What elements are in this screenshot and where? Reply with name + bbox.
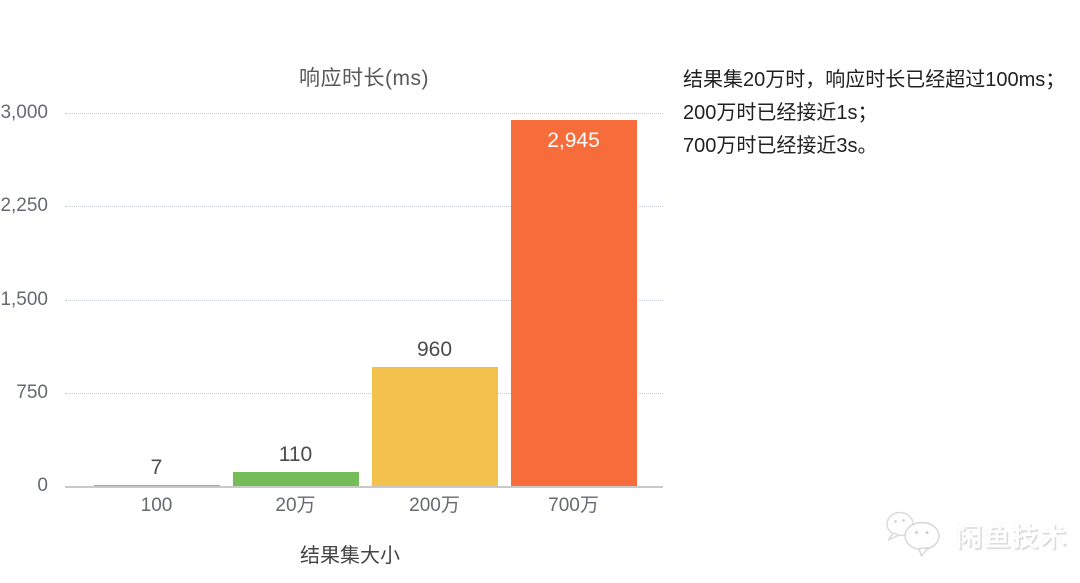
bar-100 [93, 485, 220, 486]
x-tick-label-20万: 20万 [275, 495, 316, 516]
annotation-line-3: 700万时已经接近3s。 [683, 135, 878, 157]
annotation-line-1: 结果集20万时，响应时长已经超过100ms； [683, 69, 1066, 91]
chart-title: 响应时长(ms) [299, 67, 429, 90]
gridline [65, 392, 663, 394]
watermark: 闲鱼技术 [884, 509, 1068, 562]
bar-700万 [510, 120, 637, 486]
gridline [65, 206, 663, 208]
y-tick-label: 750 [16, 381, 48, 403]
y-tick-label: 1,500 [0, 288, 48, 310]
bar-200万 [371, 367, 498, 486]
x-axis-line [65, 486, 663, 488]
x-axis-title: 结果集大小 [300, 545, 400, 567]
y-tick-label: 0 [37, 475, 48, 496]
plot-area: 7 110 960 2,945 [65, 113, 663, 488]
y-tick-label: 2,250 [0, 195, 48, 217]
x-tick-label-100: 100 [140, 495, 173, 516]
gridline [65, 299, 663, 301]
annotation-line-2: 200万时已经接近1s； [683, 102, 878, 124]
gridline [65, 113, 663, 114]
annotation-text: 结果集20万时，响应时长已经超过100ms； 200万时已经接近1s； 700万… [683, 64, 1068, 163]
value-label-100: 7 [150, 456, 163, 479]
x-tick-label-200万: 200万 [409, 495, 460, 516]
bar-20万 [232, 472, 359, 486]
chat-bubbles-icon [884, 509, 946, 562]
value-label-20万: 110 [278, 443, 313, 466]
x-tick-label-700万: 700万 [548, 495, 599, 516]
value-label-700万: 2,945 [547, 129, 600, 152]
y-tick-label: 3,000 [0, 102, 48, 123]
watermark-text: 闲鱼技术 [956, 522, 1069, 552]
value-label-200万: 960 [416, 338, 453, 361]
